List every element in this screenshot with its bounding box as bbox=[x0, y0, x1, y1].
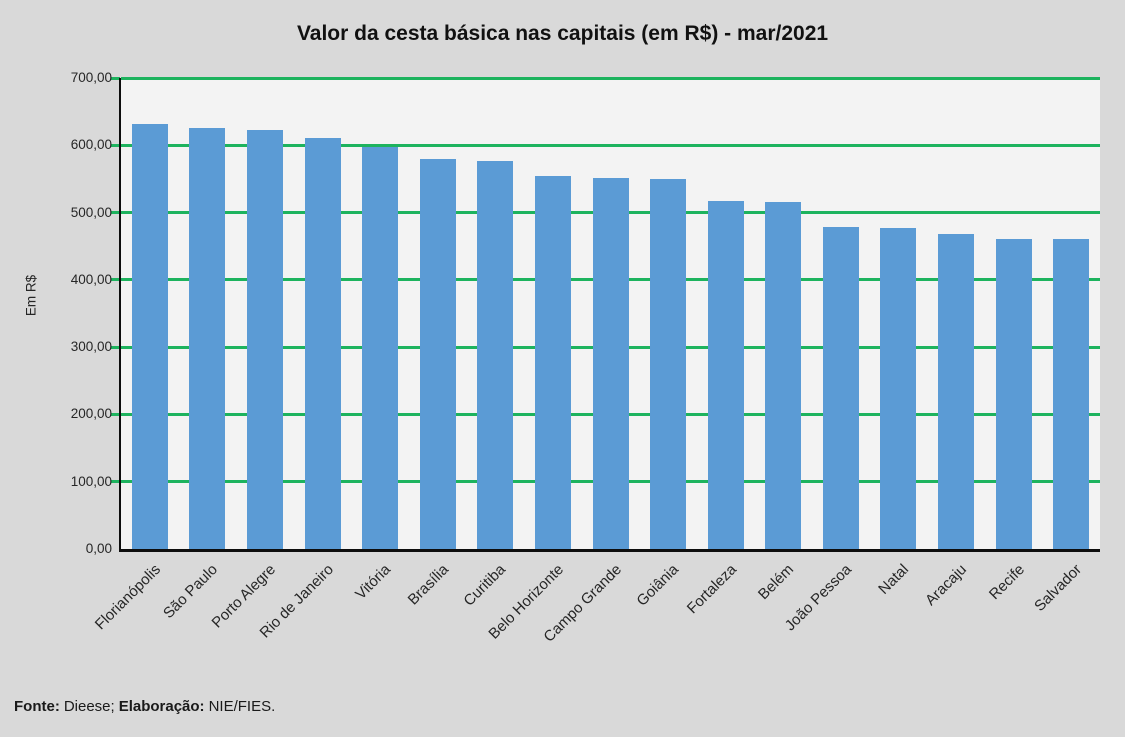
y-tick-label: 300,00 bbox=[70, 339, 112, 355]
x-tick-label: Belo Horizonte bbox=[485, 561, 567, 643]
bar-aracaju bbox=[938, 234, 975, 549]
y-tick-label: 400,00 bbox=[70, 271, 112, 287]
y-tick-mark bbox=[111, 143, 120, 147]
bar-brasília bbox=[419, 158, 456, 549]
x-tick-label: Vitória bbox=[352, 561, 395, 603]
bar-rio-de-janeiro bbox=[304, 137, 341, 549]
y-tick-mark bbox=[111, 278, 120, 282]
elaboration-value: NIE/FIES. bbox=[208, 698, 276, 715]
bar-porto-alegre bbox=[246, 129, 283, 549]
gridline bbox=[121, 76, 1100, 80]
y-tick-label: 600,00 bbox=[70, 137, 112, 153]
source-value: Dieese; bbox=[63, 698, 115, 715]
bar-goiânia bbox=[650, 178, 687, 549]
source-label: Fonte: bbox=[14, 698, 60, 715]
y-tick-label: 200,00 bbox=[70, 406, 112, 422]
elaboration-label: Elaboração: bbox=[118, 698, 205, 715]
x-tick-label: Goiânia bbox=[633, 561, 683, 610]
bar-natal bbox=[880, 228, 917, 549]
source-note: Fonte: Dieese; Elaboração: NIE/FIES. bbox=[14, 698, 279, 715]
x-tick-label: Aracaju bbox=[922, 561, 971, 609]
bar-vitória bbox=[362, 146, 399, 549]
bar-fortaleza bbox=[707, 201, 744, 549]
bar-curitiba bbox=[477, 161, 514, 549]
y-tick-mark bbox=[111, 480, 120, 484]
y-tick-label: 100,00 bbox=[70, 473, 112, 489]
x-tick-label: Salvador bbox=[1031, 561, 1086, 615]
bar-belém bbox=[765, 202, 802, 549]
y-tick-label: 700,00 bbox=[70, 70, 112, 85]
y-tick-mark bbox=[111, 345, 120, 349]
bar-salvador bbox=[1053, 239, 1090, 549]
bar-florianópolis bbox=[131, 123, 168, 549]
bar-recife bbox=[995, 238, 1032, 549]
bar-são-paulo bbox=[189, 127, 226, 549]
gridline bbox=[121, 143, 1100, 147]
axis-lines bbox=[119, 78, 1100, 552]
y-axis-title: Em R$ bbox=[23, 274, 39, 317]
x-tick-label: Porto Alegre bbox=[208, 561, 279, 632]
bar-campo-grande bbox=[592, 177, 629, 549]
chart-title: Valor da cesta básica nas capitais (em R… bbox=[296, 22, 829, 45]
y-tick-mark bbox=[111, 211, 120, 215]
bar-belo-horizonte bbox=[534, 175, 571, 549]
y-tick-label: 0,00 bbox=[85, 541, 112, 556]
y-tick-label: 500,00 bbox=[70, 204, 112, 220]
bar-joão-pessoa bbox=[822, 226, 859, 549]
y-tick-mark bbox=[111, 412, 120, 416]
y-tick-mark bbox=[111, 76, 120, 80]
